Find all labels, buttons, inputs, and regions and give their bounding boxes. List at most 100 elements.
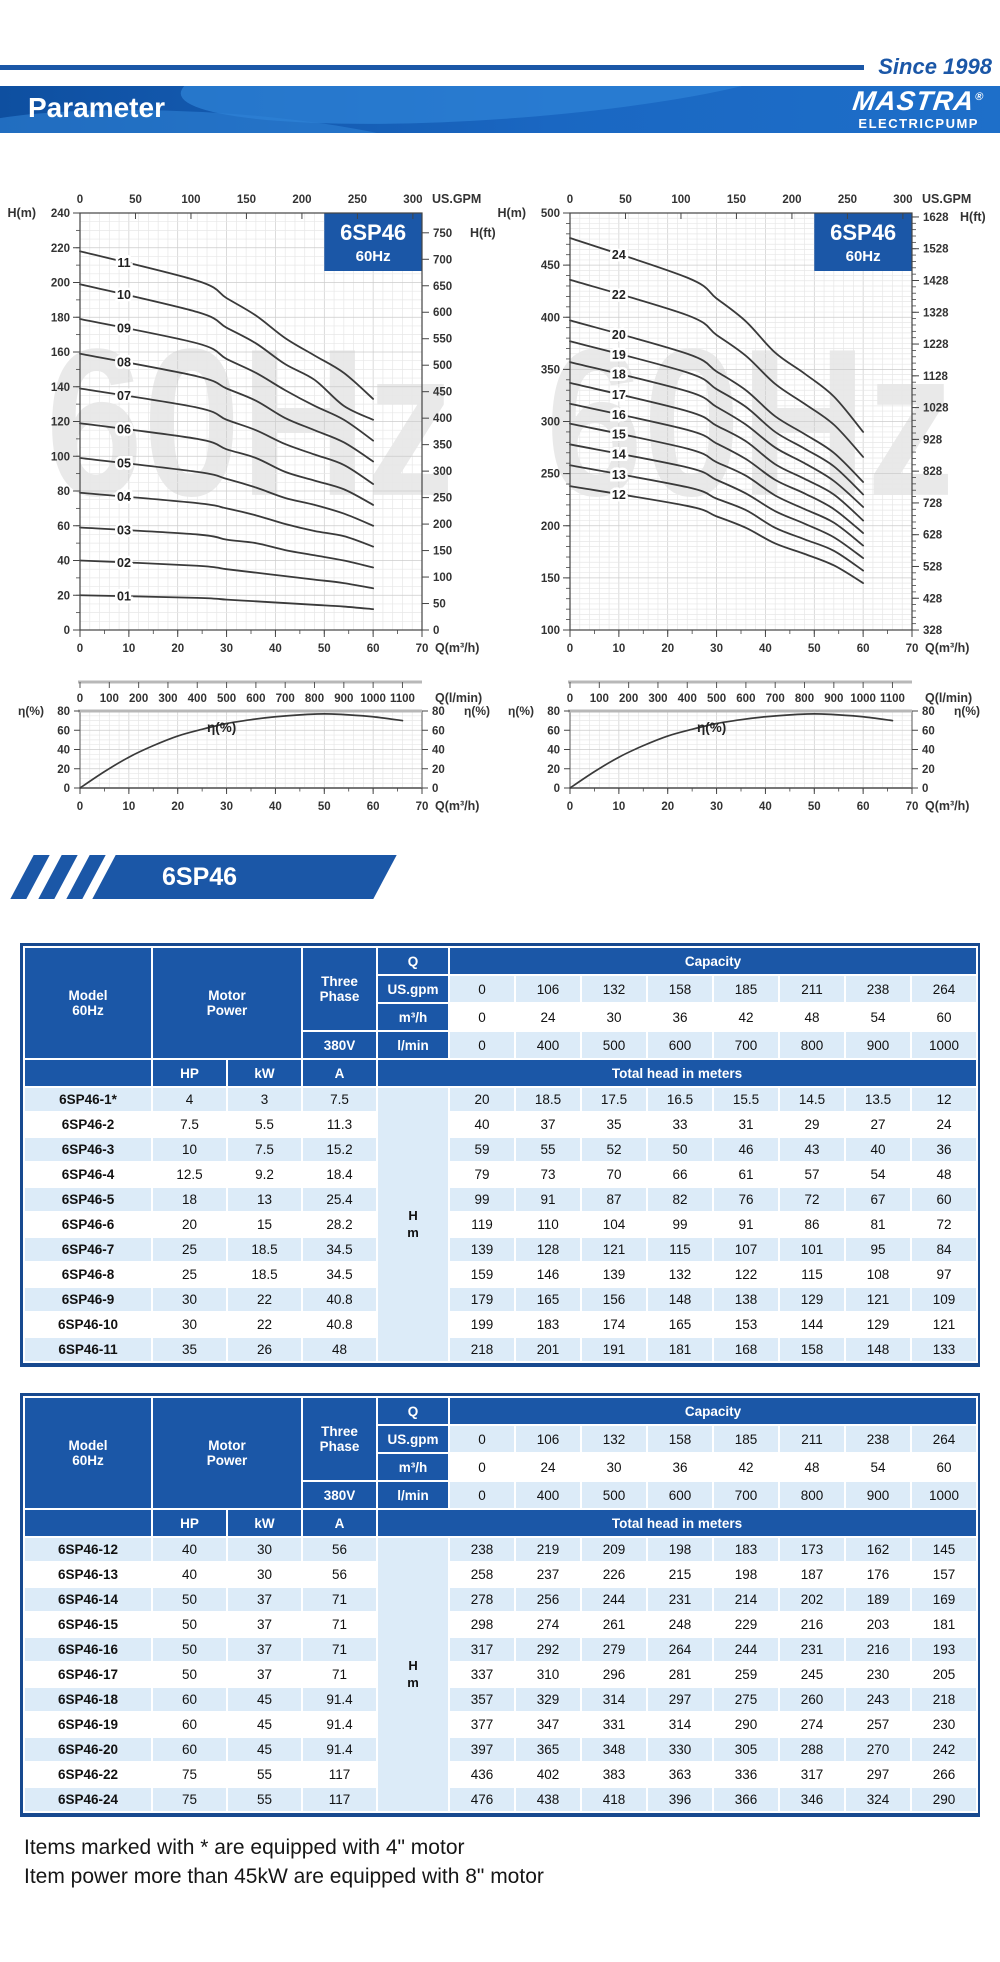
table-cell: 121 <box>910 1311 979 1338</box>
svg-text:04: 04 <box>117 490 131 504</box>
svg-text:40: 40 <box>269 801 282 813</box>
table-cell: 25.4 <box>301 1186 379 1213</box>
table-cell: 60 <box>910 1002 979 1032</box>
table-row: 6SP46-13 40 30 56 258 237 226 215 198 187 176 157 <box>23 1561 979 1588</box>
table-cell: 400 <box>514 1480 583 1510</box>
svg-text:1528: 1528 <box>923 244 949 256</box>
table-cell: 45 <box>225 1711 304 1738</box>
capacity-row: m³/h 0 24 30 36 42 48 54 60 <box>24 1002 979 1032</box>
table-cell: 117 <box>301 1761 379 1788</box>
table-cell: 40 <box>844 1136 913 1163</box>
svg-text:13: 13 <box>612 468 626 482</box>
lmin-axis: 0 100 200 300 400 500 600 700 800 900 1000 1100 Q(l/… <box>77 680 482 705</box>
svg-text:100: 100 <box>433 572 452 584</box>
svg-text:40: 40 <box>432 745 445 757</box>
grid <box>79 212 423 631</box>
table-cell: 37 <box>225 1661 304 1688</box>
table-cell: 800 <box>778 1030 847 1060</box>
head-curves <box>79 250 375 611</box>
svg-text:500: 500 <box>541 208 560 220</box>
table-cell: 0 <box>448 1002 517 1032</box>
table-cell: 12.5 <box>151 1161 228 1188</box>
model-cell: 6SP46-14 <box>23 1586 153 1613</box>
svg-text:30: 30 <box>220 801 233 813</box>
table-cell: 13 <box>225 1186 304 1213</box>
spec-table: Model 60Hz Motor Power Three Phase Q Capacity US… <box>23 946 979 1363</box>
svg-text:828: 828 <box>923 466 943 478</box>
table-cell: 48 <box>301 1336 379 1363</box>
table-cell: 50 <box>151 1586 228 1613</box>
table-cell: 257 <box>844 1711 913 1738</box>
table-cell: 162 <box>844 1536 913 1563</box>
svg-text:300: 300 <box>893 194 912 206</box>
svg-text:70: 70 <box>416 643 429 655</box>
table-cell: 187 <box>778 1561 847 1588</box>
table-cell: 297 <box>844 1761 913 1788</box>
svg-text:100: 100 <box>181 194 200 206</box>
table-row: 6SP46-9 30 22 40.8 179 165 156 148 138 129 121 109 <box>23 1286 979 1313</box>
table-cell: 99 <box>646 1211 715 1238</box>
table-cell: 107 <box>712 1236 781 1263</box>
column-header-row: HP kW A Total head in meters <box>23 1508 979 1538</box>
unit-label: m³/h <box>376 1002 451 1032</box>
table-cell: 238 <box>844 1424 913 1454</box>
svg-text:10: 10 <box>612 801 625 813</box>
table-row: 6SP46-4 12.5 9.2 18.4 79 73 70 66 61 57 54 48 <box>23 1161 979 1188</box>
svg-text:η(%): η(%) <box>697 720 726 735</box>
svg-text:40: 40 <box>547 745 560 757</box>
table-cell: 42 <box>712 1002 781 1032</box>
brand-name: MASTRA® <box>851 86 986 116</box>
motor-power-header: Motor Power <box>150 1396 304 1510</box>
svg-text:Q(m³/h): Q(m³/h) <box>435 641 479 655</box>
table-cell: 30 <box>225 1561 304 1588</box>
table-cell: 104 <box>580 1211 649 1238</box>
table-cell: 37 <box>225 1586 304 1613</box>
svg-text:η(%): η(%) <box>207 720 236 735</box>
table-row: 6SP46-11 35 26 48 218 201 191 181 168 158 148 133 <box>23 1336 979 1363</box>
svg-text:10: 10 <box>122 801 135 813</box>
svg-text:100: 100 <box>590 693 609 705</box>
svg-text:80: 80 <box>57 486 70 498</box>
table-cell: 86 <box>778 1211 847 1238</box>
svg-text:50: 50 <box>318 801 331 813</box>
table-cell: 264 <box>910 1424 979 1454</box>
svg-text:0: 0 <box>432 783 438 795</box>
svg-text:60: 60 <box>922 725 935 737</box>
model-cell: 6SP46-9 <box>23 1286 153 1313</box>
svg-text:650: 650 <box>433 281 452 293</box>
model-header: Model 60Hz <box>23 1396 153 1510</box>
svg-text:1328: 1328 <box>923 307 949 319</box>
table-cell: 37 <box>225 1636 304 1663</box>
svg-text:80: 80 <box>57 706 70 718</box>
table-cell: 95 <box>844 1236 913 1263</box>
table-cell: 148 <box>646 1286 715 1313</box>
table-cell: 24 <box>514 1002 583 1032</box>
table-cell: 158 <box>778 1336 847 1363</box>
table-cell: 17.5 <box>580 1086 649 1113</box>
table-cell: 50 <box>646 1136 715 1163</box>
table-cell: 81 <box>844 1211 913 1238</box>
svg-text:1428: 1428 <box>923 275 949 287</box>
model-cell: 6SP46-19 <box>23 1711 153 1738</box>
svg-text:200: 200 <box>619 693 638 705</box>
model-cell: 6SP46-5 <box>23 1186 153 1213</box>
table-cell: 99 <box>448 1186 517 1213</box>
table-row: 6SP46-18 60 45 91.4 357 329 314 297 275 260 243 218 <box>23 1686 979 1713</box>
col-header: kW <box>225 1058 304 1088</box>
table-cell: 57 <box>778 1161 847 1188</box>
table-cell: 218 <box>910 1686 979 1713</box>
model-cell: 6SP46-15 <box>23 1611 153 1638</box>
svg-text:0: 0 <box>77 194 83 206</box>
table-cell: 201 <box>514 1336 583 1363</box>
table-cell: 66 <box>646 1161 715 1188</box>
table-cell: 165 <box>514 1286 583 1313</box>
svg-text:328: 328 <box>923 625 943 637</box>
model-cell: 6SP46-13 <box>23 1561 153 1588</box>
table-cell: 10 <box>151 1136 228 1163</box>
table-cell: 238 <box>448 1536 517 1563</box>
svg-text:550: 550 <box>433 334 452 346</box>
svg-text:08: 08 <box>117 356 131 370</box>
table-row: 6SP46-17 50 37 71 337 310 296 281 259 245 230 205 <box>23 1661 979 1688</box>
table-cell: 230 <box>844 1661 913 1688</box>
voltage-header: 380V <box>301 1480 379 1510</box>
